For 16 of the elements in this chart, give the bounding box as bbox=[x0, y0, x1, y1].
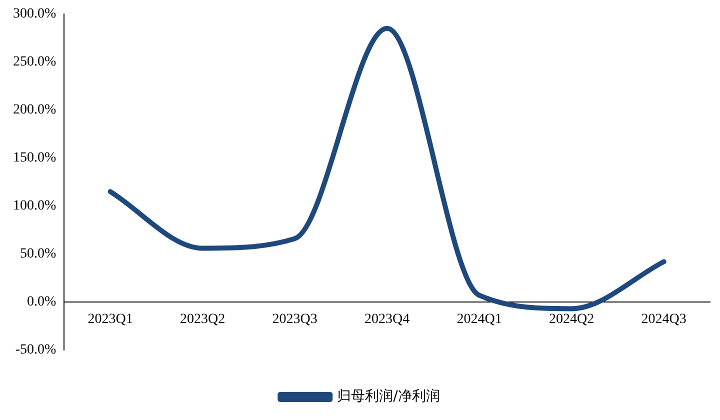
x-tick-label: 2023Q4 bbox=[364, 312, 410, 328]
x-tick-label: 2024Q1 bbox=[456, 312, 502, 328]
y-tick-label: 100.0% bbox=[12, 198, 56, 214]
y-tick-label: 250.0% bbox=[12, 54, 56, 70]
y-tick-label: -50.0% bbox=[15, 342, 56, 358]
y-tick-label: 200.0% bbox=[12, 102, 56, 118]
x-tick-label: 2023Q2 bbox=[180, 312, 226, 328]
y-tick-label: 0.0% bbox=[26, 294, 56, 310]
x-tick-label: 2023Q1 bbox=[88, 312, 133, 328]
x-tick-label: 2024Q3 bbox=[641, 312, 686, 328]
x-tick-label: 2023Q3 bbox=[272, 312, 318, 328]
y-tick-label: 150.0% bbox=[12, 150, 56, 166]
x-tick-label: 2024Q2 bbox=[549, 312, 594, 328]
y-tick-label: 50.0% bbox=[20, 246, 56, 262]
legend-label: 归母利润/净利润 bbox=[337, 388, 440, 405]
y-tick-label: 300.0% bbox=[12, 6, 56, 22]
